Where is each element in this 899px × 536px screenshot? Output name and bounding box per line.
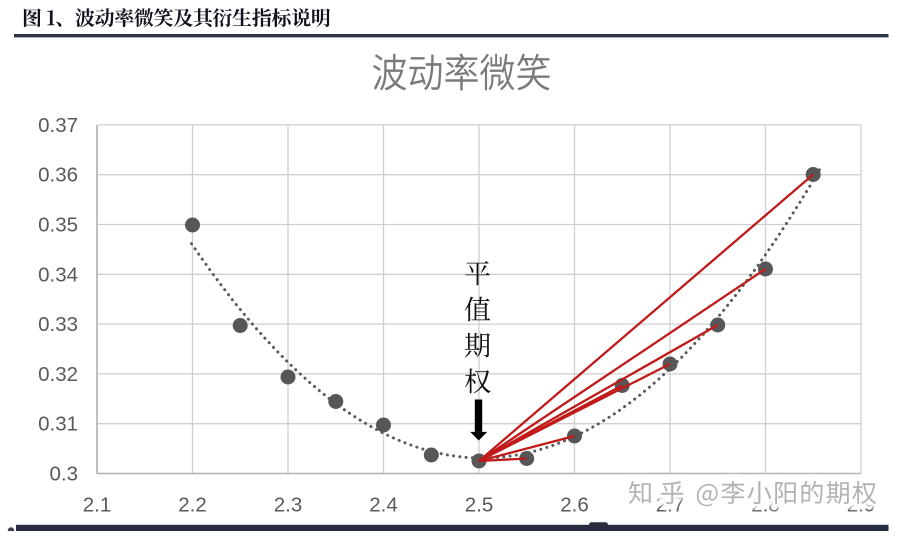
svg-text:0.34: 0.34 [38,263,78,286]
svg-text:2.2: 2.2 [178,494,207,517]
svg-text:0.3: 0.3 [50,463,79,486]
svg-text:0.31: 0.31 [38,413,78,436]
svg-text:2.5: 2.5 [465,494,494,517]
svg-text:0.36: 0.36 [38,164,78,187]
svg-text:2.1: 2.1 [83,494,112,517]
svg-text:2.4: 2.4 [369,494,398,517]
svg-text:2.6: 2.6 [560,494,589,517]
svg-text:0.32: 0.32 [38,363,78,386]
svg-text:2.3: 2.3 [274,494,303,517]
svg-text:0.33: 0.33 [38,313,78,336]
svg-text:0.35: 0.35 [38,214,78,237]
svg-text:0.37: 0.37 [38,114,78,137]
